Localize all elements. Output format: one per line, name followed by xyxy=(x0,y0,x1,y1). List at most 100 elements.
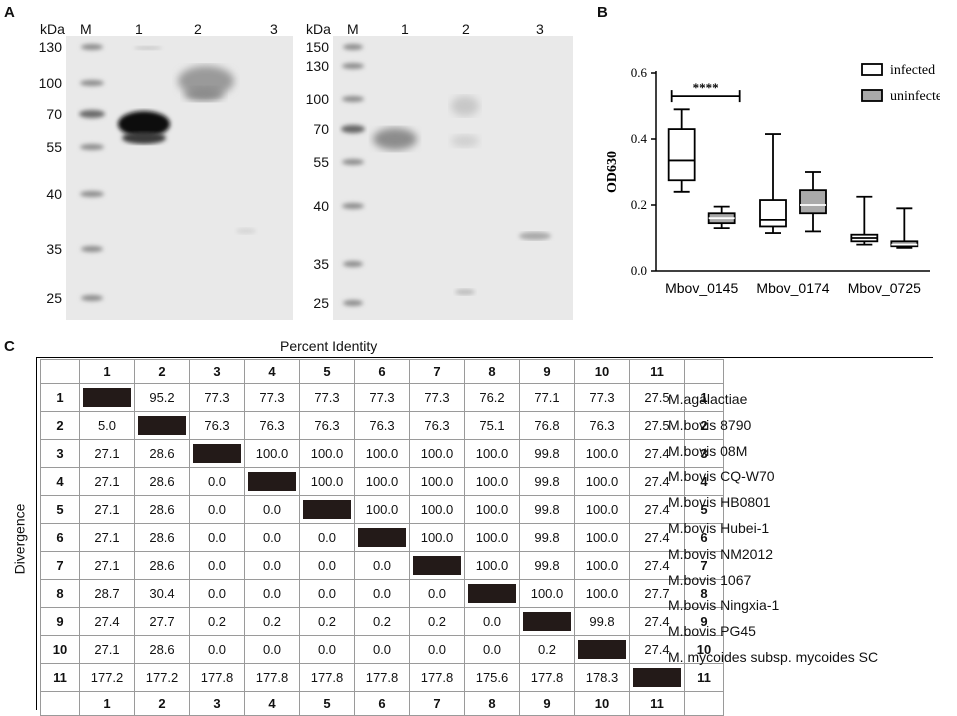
panel-label-b: B xyxy=(597,4,608,21)
value-cell: 77.3 xyxy=(574,383,630,412)
column-header: 6 xyxy=(354,359,410,384)
column-header: 11 xyxy=(629,359,685,384)
value-cell: 28.6 xyxy=(134,551,190,580)
row-header-right: 5 xyxy=(684,495,724,524)
diagonal-cell xyxy=(189,439,245,468)
value-cell: 76.3 xyxy=(409,411,465,440)
column-header: 2 xyxy=(134,359,190,384)
value-cell: 177.2 xyxy=(79,663,135,692)
value-cell: 76.3 xyxy=(574,411,630,440)
legend-swatch xyxy=(861,89,883,102)
value-cell: 76.8 xyxy=(519,411,575,440)
value-cell: 28.6 xyxy=(134,439,190,468)
value-cell: 100.0 xyxy=(354,495,410,524)
diagonal-block xyxy=(138,416,186,435)
value-cell: 77.3 xyxy=(299,383,355,412)
value-cell: 27.4 xyxy=(79,607,135,636)
mw-marker: 40 xyxy=(313,198,329,214)
row-header: 5 xyxy=(40,495,80,524)
value-cell: 0.2 xyxy=(244,607,300,636)
x-tick-label: Mbov_0145 xyxy=(665,280,738,296)
western-blot-right xyxy=(333,36,573,320)
value-cell: 0.2 xyxy=(299,607,355,636)
box-plot: 0.0 0.2 0.4 0.6 OD630 Mbov_0145 Mbov_0174 Mbov_… xyxy=(605,63,940,296)
species-name: M.agalactiae xyxy=(668,391,748,407)
row-header-right: 10 xyxy=(684,635,724,664)
value-cell: 28.6 xyxy=(134,635,190,664)
species-name: M.bovis 08M xyxy=(668,442,748,459)
value-cell: 75.1 xyxy=(464,411,520,440)
column-header: 7 xyxy=(409,359,465,384)
mw-marker: 40 xyxy=(46,186,62,202)
column-footer: 1 xyxy=(79,691,135,716)
row-header-right: 6 xyxy=(684,523,724,552)
percent-identity-title: Percent Identity xyxy=(280,338,378,354)
value-cell: 0.0 xyxy=(189,579,245,608)
panel-label-c: C xyxy=(4,338,15,355)
column-footer: 8 xyxy=(464,691,520,716)
significance-stars: **** xyxy=(693,80,719,95)
column-footer: 3 xyxy=(189,691,245,716)
value-cell: 100.0 xyxy=(574,523,630,552)
value-cell: 100.0 xyxy=(354,467,410,496)
value-cell: 28.6 xyxy=(134,467,190,496)
column-footer: 4 xyxy=(244,691,300,716)
mw-marker: 25 xyxy=(313,295,329,311)
top-rule xyxy=(36,357,933,358)
value-cell: 100.0 xyxy=(299,467,355,496)
value-cell: 0.0 xyxy=(409,635,465,664)
value-cell: 0.0 xyxy=(354,579,410,608)
value-cell: 76.3 xyxy=(189,411,245,440)
value-cell: 0.0 xyxy=(299,523,355,552)
diagonal-cell xyxy=(244,467,300,496)
diagonal-block xyxy=(468,584,516,603)
row-header: 6 xyxy=(40,523,80,552)
lane-label: M xyxy=(80,21,92,37)
value-cell: 0.0 xyxy=(244,635,300,664)
value-cell: 95.2 xyxy=(134,383,190,412)
column-footer: 10 xyxy=(574,691,630,716)
species-name: M.bovis HB0801 xyxy=(668,494,771,511)
value-cell: 0.0 xyxy=(244,523,300,552)
value-cell: 0.0 xyxy=(244,579,300,608)
value-cell: 76.3 xyxy=(354,411,410,440)
column-header: 9 xyxy=(519,359,575,384)
table-row: 4 27.1 28.6 0.0 100.0 100.0 100.0 100.0 99.8 100.… xyxy=(40,467,724,496)
x-tick-label: Mbov_0174 xyxy=(756,280,829,296)
column-header: 3 xyxy=(189,359,245,384)
mw-marker: 150 xyxy=(305,39,329,55)
y-tick-label: 0.4 xyxy=(631,131,648,146)
value-cell: 27.1 xyxy=(79,467,135,496)
corner-cell xyxy=(40,359,80,384)
box xyxy=(799,189,827,215)
value-cell: 77.1 xyxy=(519,383,575,412)
mw-marker: 55 xyxy=(313,154,329,170)
species-name: M.bovis 1067 xyxy=(668,571,752,588)
diagonal-cell xyxy=(299,495,355,524)
value-cell: 100.0 xyxy=(574,551,630,580)
value-cell: 100.0 xyxy=(354,439,410,468)
value-cell: 177.2 xyxy=(134,663,190,692)
value-cell: 100.0 xyxy=(574,439,630,468)
table-row: 8 28.7 30.4 0.0 0.0 0.0 0.0 0.0 100.0 100.0 27.7 8 xyxy=(40,579,724,608)
column-header: 1 xyxy=(79,359,135,384)
value-cell: 100.0 xyxy=(464,439,520,468)
identity-matrix: 1 2 3 4 5 6 7 8 9 10 11 1 95.2 77.3 77.3 77.3 77.3 77.3 76… xyxy=(40,359,724,716)
lane-label: 2 xyxy=(194,21,202,37)
value-cell: 100.0 xyxy=(409,495,465,524)
column-footer: 9 xyxy=(519,691,575,716)
lane-label: 3 xyxy=(536,21,544,37)
kda-label-right: kDa xyxy=(306,21,331,37)
divergence-title: Divergence xyxy=(11,503,28,575)
row-header: 8 xyxy=(40,579,80,608)
species-name: M. mycoides subsp. mycoides SC xyxy=(668,649,879,665)
table-row: 9 27.4 27.7 0.2 0.2 0.2 0.2 0.2 0.0 99.8 27.4 9 xyxy=(40,607,724,636)
value-cell: 0.0 xyxy=(244,495,300,524)
table-row: 11 177.2 177.2 177.8 177.8 177.8 177.8 177.8 175… xyxy=(40,663,724,692)
value-cell: 27.5 xyxy=(629,383,685,412)
value-cell: 0.0 xyxy=(464,607,520,636)
mw-marker: 70 xyxy=(313,121,329,137)
value-cell: 0.0 xyxy=(299,635,355,664)
row-header-right: 4 xyxy=(684,467,724,496)
y-tick-label: 0.0 xyxy=(631,263,647,278)
